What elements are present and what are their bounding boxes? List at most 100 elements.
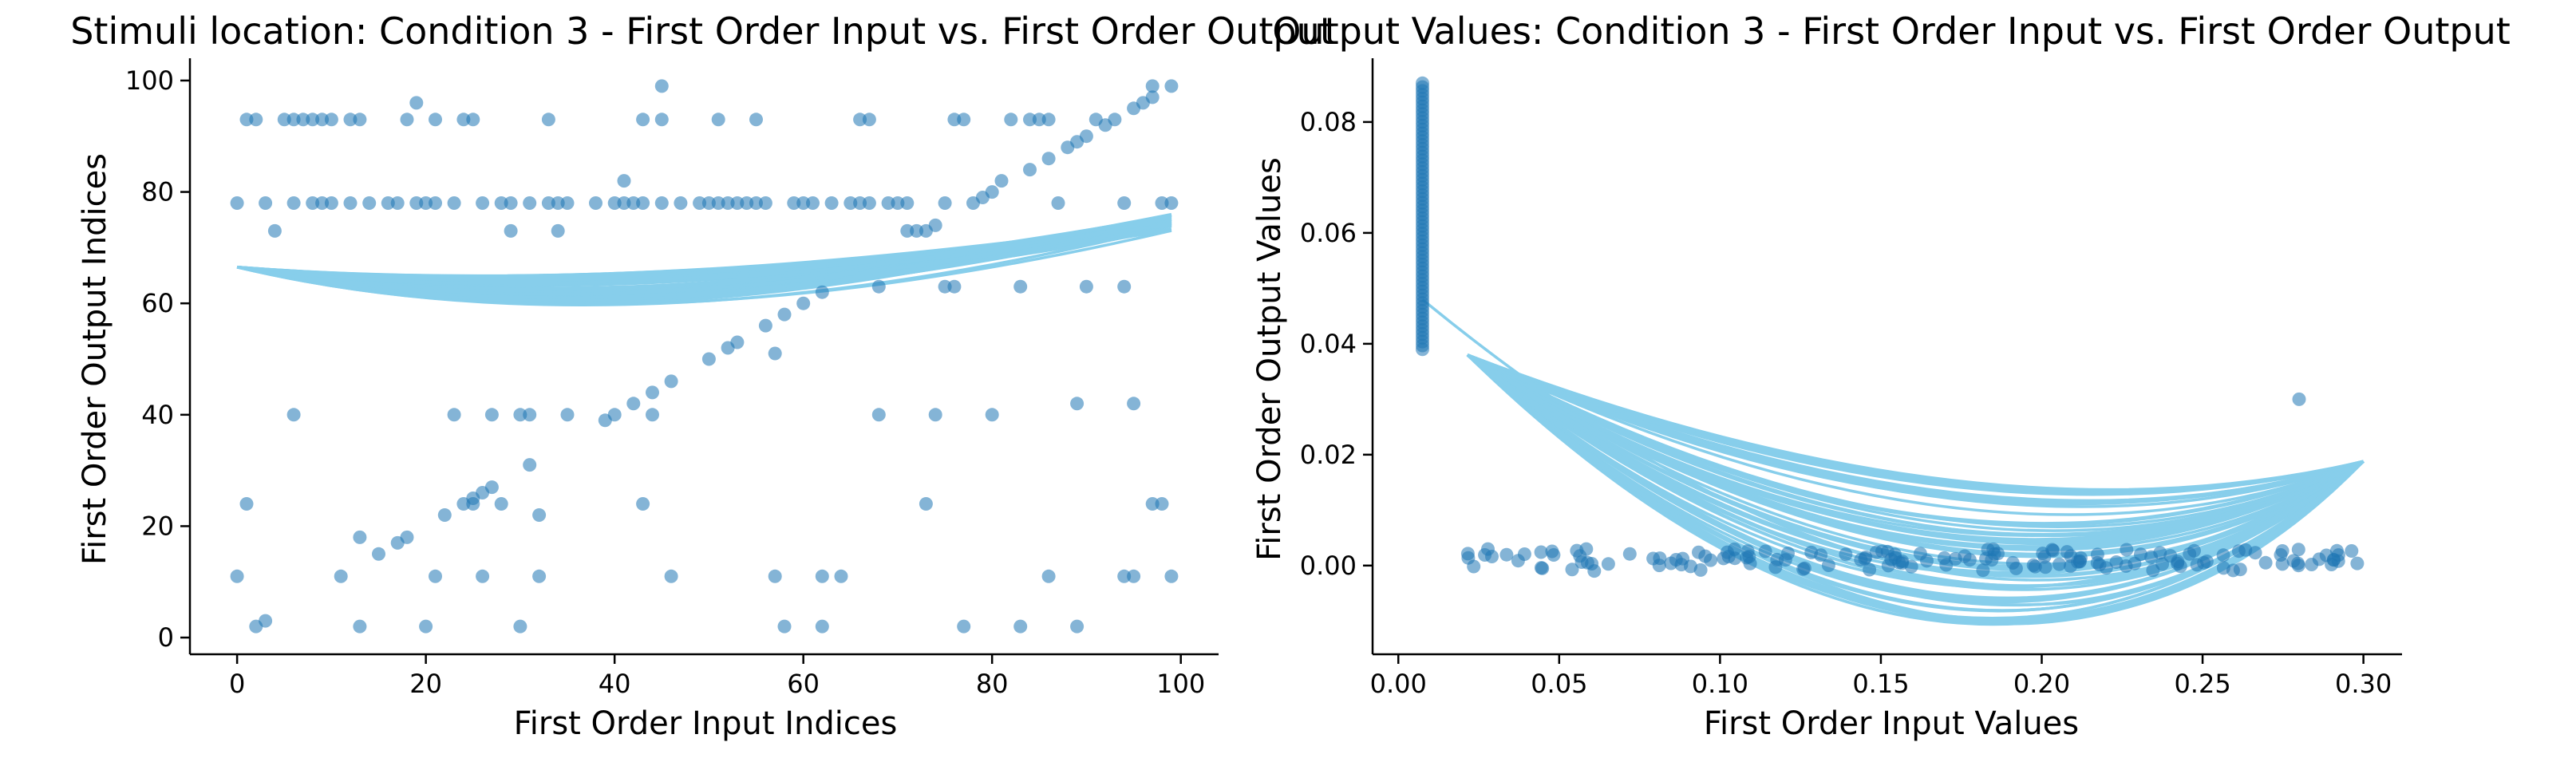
- right-data-point: [1768, 560, 1783, 574]
- left-data-point: [626, 397, 641, 411]
- left-data-point: [871, 408, 886, 422]
- right-data-point: [2073, 551, 2088, 565]
- left-data-point: [315, 113, 330, 127]
- left-data-point: [1164, 196, 1179, 210]
- left-data-point: [551, 196, 565, 210]
- right-data-point: [2146, 563, 2160, 578]
- right-y-tick-label: 0.00: [1300, 551, 1357, 581]
- left-data-point: [749, 113, 763, 127]
- right-data-point: [1646, 551, 1661, 566]
- left-data-point: [466, 113, 480, 127]
- left-data-point: [296, 113, 310, 127]
- right-data-point: [1601, 557, 1615, 571]
- right-data-point: [2187, 543, 2201, 558]
- left-data-point: [429, 113, 442, 127]
- left-data-point: [523, 196, 537, 210]
- right-data-point: [2028, 559, 2042, 574]
- left-data-point: [286, 408, 301, 422]
- left-x-tick-label: 40: [599, 669, 631, 699]
- left-data-point: [636, 196, 650, 210]
- left-data-point: [484, 480, 499, 495]
- left-data-point: [1079, 279, 1093, 294]
- right-data-point: [1839, 547, 1853, 562]
- right-data-point: [2060, 545, 2074, 559]
- left-data-point: [806, 196, 820, 210]
- left-data-point: [664, 374, 678, 389]
- left-data-point: [523, 408, 537, 422]
- left-data-point: [484, 408, 499, 422]
- right-data-point: [2197, 555, 2211, 570]
- left-data-point: [607, 196, 622, 210]
- left-data-point: [230, 196, 244, 210]
- left-data-point: [1155, 196, 1169, 210]
- left-data-point: [862, 196, 876, 210]
- left-data-point: [372, 547, 385, 561]
- left-data-point: [1041, 569, 1056, 583]
- left-data-point: [928, 408, 942, 422]
- left-data-point: [947, 113, 962, 127]
- left-data-point: [523, 458, 537, 472]
- left-data-point: [306, 196, 320, 210]
- left-data-point: [1032, 113, 1046, 127]
- right-data-point: [2345, 544, 2359, 558]
- right-data-point: [2109, 555, 2124, 569]
- left-points: [230, 79, 1179, 634]
- left-data-point: [1145, 79, 1160, 93]
- left-data-point: [315, 196, 330, 210]
- right-data-point: [1499, 547, 1514, 562]
- right-curve-line: [1466, 353, 2365, 587]
- right-data-point: [2053, 557, 2066, 571]
- left-data-point: [701, 196, 716, 210]
- left-data-point: [768, 569, 782, 583]
- left-data-point: [1164, 569, 1179, 583]
- left-data-point: [560, 196, 575, 210]
- left-data-point: [541, 196, 555, 210]
- left-data-point: [267, 223, 282, 238]
- left-data-point: [541, 113, 555, 127]
- left-data-point: [871, 279, 886, 294]
- right-data-point: [2120, 543, 2134, 557]
- left-data-point: [334, 569, 348, 583]
- right-y-tick-label: 0.04: [1300, 329, 1357, 359]
- left-data-point: [306, 113, 320, 127]
- left-data-point: [853, 113, 867, 127]
- left-data-point: [1051, 196, 1065, 210]
- right-data-point: [2291, 543, 2305, 557]
- left-data-point: [957, 619, 971, 634]
- left-data-point: [607, 408, 622, 422]
- left-data-point: [1079, 129, 1093, 144]
- right-curve-line: [1466, 353, 2365, 556]
- right-data-point: [2153, 546, 2167, 560]
- right-data-point: [1740, 544, 1755, 559]
- right-x-axis-label: First Order Input Values: [1704, 705, 2079, 742]
- left-data-point: [1070, 397, 1085, 411]
- right-data-point: [2291, 559, 2305, 573]
- left-data-point: [324, 196, 338, 210]
- left-data-point: [654, 113, 669, 127]
- right-data-point: [1781, 547, 1795, 560]
- left-data-point: [815, 285, 829, 299]
- left-data-point: [701, 352, 716, 366]
- left-curves: [236, 212, 1172, 306]
- left-data-point: [787, 196, 801, 210]
- right-data-point: [1821, 559, 1835, 572]
- left-data-point: [910, 223, 924, 238]
- right-data-point: [2331, 554, 2345, 568]
- left-y-tick-label: 20: [141, 511, 174, 541]
- right-data-point: [1892, 555, 1906, 570]
- right-chart: Output Values: Condition 3 - First Order…: [1251, 10, 2511, 742]
- left-data-point: [636, 497, 650, 511]
- right-data-point: [1511, 554, 1525, 568]
- right-curves: [1421, 298, 2365, 626]
- left-data-point: [636, 113, 650, 127]
- left-data-point: [259, 614, 273, 628]
- left-data-point: [447, 196, 461, 210]
- left-curve-line: [236, 223, 1172, 280]
- left-x-tick-label: 100: [1156, 669, 1205, 699]
- right-x-tick-label: 0.15: [1852, 669, 1909, 699]
- left-data-point: [551, 223, 565, 238]
- left-data-point: [532, 508, 547, 522]
- left-data-point: [1145, 497, 1160, 511]
- right-data-point: [2009, 561, 2023, 575]
